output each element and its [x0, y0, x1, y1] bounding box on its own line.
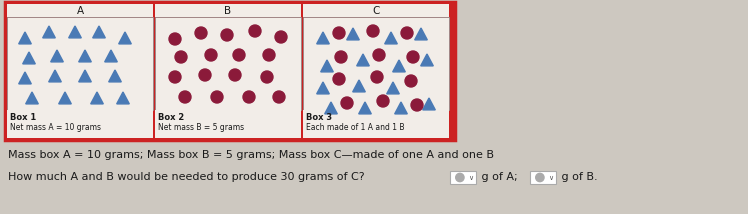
Polygon shape — [79, 50, 91, 62]
Text: g of B.: g of B. — [558, 172, 598, 182]
Circle shape — [335, 51, 347, 63]
Circle shape — [536, 173, 544, 182]
Polygon shape — [316, 32, 329, 44]
Circle shape — [371, 71, 383, 83]
Circle shape — [179, 91, 191, 103]
Text: B: B — [224, 6, 232, 15]
Polygon shape — [69, 26, 82, 38]
Bar — [7, 4, 153, 17]
Circle shape — [273, 91, 285, 103]
Polygon shape — [51, 50, 64, 62]
Text: How much A and B would be needed to produce 30 grams of C?: How much A and B would be needed to prod… — [8, 172, 364, 182]
Circle shape — [169, 71, 181, 83]
Polygon shape — [423, 98, 435, 110]
Bar — [155, 4, 301, 17]
Circle shape — [229, 69, 241, 81]
Polygon shape — [91, 92, 103, 104]
Text: Box 2: Box 2 — [158, 113, 184, 122]
Text: Box 3: Box 3 — [306, 113, 332, 122]
Circle shape — [243, 91, 255, 103]
Bar — [303, 17, 449, 110]
Bar — [450, 171, 476, 184]
Circle shape — [169, 33, 181, 45]
Circle shape — [249, 25, 261, 37]
Polygon shape — [353, 80, 365, 92]
Text: Net mass B = 5 grams: Net mass B = 5 grams — [158, 123, 244, 132]
Polygon shape — [119, 32, 132, 44]
Text: Mass box A = 10 grams; Mass box B = 5 grams; Mass box C—made of one A and one B: Mass box A = 10 grams; Mass box B = 5 gr… — [8, 150, 494, 160]
Text: Box 1: Box 1 — [10, 113, 36, 122]
Polygon shape — [49, 70, 61, 82]
Bar — [155, 17, 301, 110]
Polygon shape — [19, 72, 31, 84]
Text: A: A — [76, 6, 84, 15]
Polygon shape — [43, 26, 55, 38]
Circle shape — [211, 91, 223, 103]
Circle shape — [405, 75, 417, 87]
Polygon shape — [420, 54, 433, 66]
Polygon shape — [347, 28, 359, 40]
Bar — [303, 4, 449, 17]
Text: C: C — [373, 6, 380, 15]
Bar — [303, 110, 449, 138]
Circle shape — [401, 27, 413, 39]
Circle shape — [199, 69, 211, 81]
Polygon shape — [93, 26, 105, 38]
Circle shape — [233, 49, 245, 61]
Polygon shape — [387, 82, 399, 94]
Circle shape — [261, 71, 273, 83]
Polygon shape — [414, 28, 427, 40]
Circle shape — [456, 173, 464, 182]
Polygon shape — [22, 52, 35, 64]
Circle shape — [333, 73, 345, 85]
Text: Each made of 1 A and 1 B: Each made of 1 A and 1 B — [306, 123, 405, 132]
Text: ∨: ∨ — [548, 175, 553, 181]
Circle shape — [373, 49, 385, 61]
Polygon shape — [393, 60, 405, 72]
Circle shape — [221, 29, 233, 41]
Circle shape — [411, 99, 423, 111]
Circle shape — [407, 51, 419, 63]
Text: Net mass A = 10 grams: Net mass A = 10 grams — [10, 123, 101, 132]
Polygon shape — [108, 70, 121, 82]
Circle shape — [333, 27, 345, 39]
Polygon shape — [58, 92, 71, 104]
Polygon shape — [321, 60, 334, 72]
Polygon shape — [395, 102, 408, 114]
Polygon shape — [384, 32, 397, 44]
Circle shape — [275, 31, 287, 43]
Bar — [7, 17, 153, 110]
Polygon shape — [19, 32, 31, 44]
Polygon shape — [105, 50, 117, 62]
Polygon shape — [359, 102, 371, 114]
Circle shape — [377, 95, 389, 107]
Text: ∨: ∨ — [468, 175, 473, 181]
Polygon shape — [357, 54, 370, 66]
Circle shape — [205, 49, 217, 61]
Circle shape — [341, 97, 353, 109]
Bar — [5, 2, 455, 140]
Circle shape — [175, 51, 187, 63]
Bar — [530, 171, 556, 184]
Polygon shape — [316, 82, 329, 94]
Circle shape — [367, 25, 379, 37]
Bar — [7, 110, 153, 138]
Polygon shape — [79, 70, 91, 82]
Polygon shape — [25, 92, 38, 104]
Circle shape — [195, 27, 207, 39]
Circle shape — [263, 49, 275, 61]
Polygon shape — [325, 102, 337, 114]
Bar — [155, 110, 301, 138]
Polygon shape — [117, 92, 129, 104]
Text: g of A;: g of A; — [478, 172, 518, 182]
